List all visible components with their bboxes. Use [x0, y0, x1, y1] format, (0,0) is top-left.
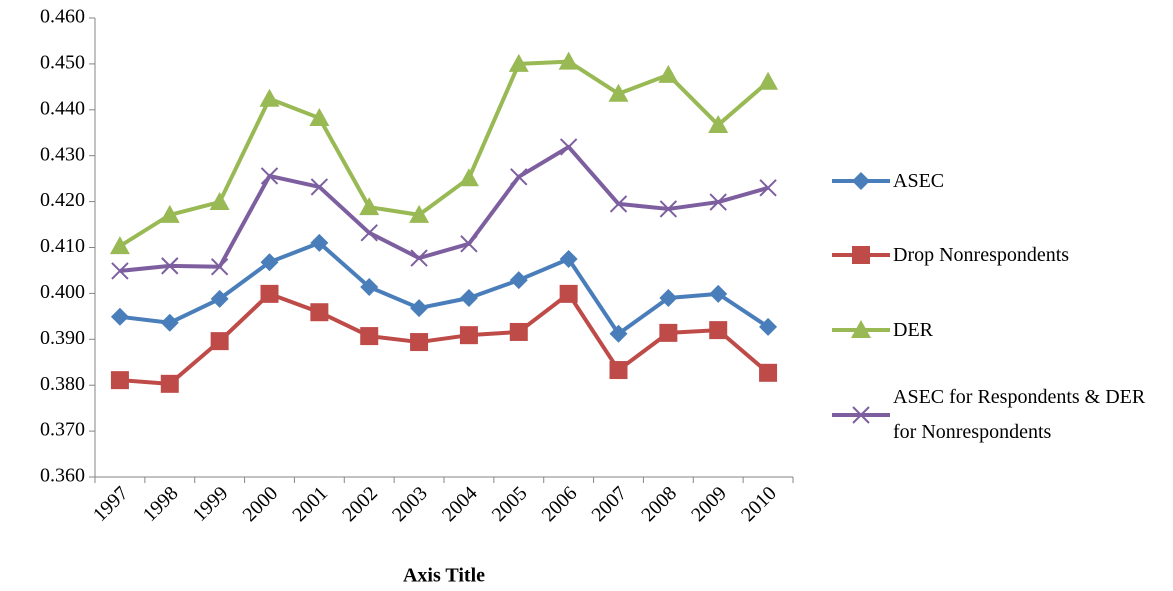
marker	[360, 277, 379, 296]
marker	[558, 51, 579, 70]
marker	[559, 249, 578, 268]
legend-marker	[852, 406, 870, 424]
y-tick-label: 0.390	[40, 327, 85, 349]
legend-marker	[852, 172, 870, 190]
marker	[359, 197, 380, 216]
y-tick-label: 0.400	[40, 281, 85, 303]
marker	[210, 258, 229, 276]
marker	[260, 253, 279, 272]
marker	[110, 307, 129, 326]
marker	[759, 317, 778, 336]
y-tick-label: 0.440	[40, 97, 85, 119]
x-tick-label: 2008	[637, 482, 681, 526]
marker	[309, 108, 330, 127]
marker	[110, 371, 129, 390]
marker	[510, 168, 528, 186]
marker	[160, 374, 179, 393]
marker	[509, 322, 528, 341]
y-tick-label: 0.430	[40, 143, 85, 165]
marker	[759, 363, 778, 382]
legend-label: Drop Nonrespondents	[893, 243, 1070, 266]
marker	[259, 88, 280, 107]
marker	[410, 249, 428, 267]
y-tick-label: 0.370	[40, 419, 85, 441]
series-line	[119, 240, 770, 336]
marker	[759, 179, 777, 197]
x-tick-label: 1997	[89, 482, 133, 526]
x-tick-label: 2003	[388, 482, 432, 526]
marker	[310, 303, 329, 322]
x-tick-label: 2004	[438, 482, 482, 526]
marker	[709, 284, 728, 303]
marker	[210, 332, 229, 351]
y-tick-label: 0.410	[40, 235, 85, 257]
x-tick-label: 2007	[587, 482, 631, 526]
marker	[159, 204, 180, 223]
legend-label: ASEC for Respondents & DER for Nonrespon…	[893, 386, 1146, 443]
marker	[459, 326, 478, 345]
marker	[608, 83, 629, 102]
marker	[410, 333, 429, 352]
legend-entry: Drop Nonrespondents	[893, 243, 1070, 266]
marker	[659, 323, 678, 342]
marker	[310, 178, 329, 196]
marker	[459, 288, 478, 307]
x-tick-label: 2010	[737, 482, 781, 526]
series-line	[118, 59, 770, 248]
x-tick-label: 2002	[338, 482, 382, 526]
marker	[460, 235, 478, 253]
marker	[758, 71, 779, 90]
marker	[160, 313, 179, 332]
marker	[410, 299, 429, 318]
marker	[609, 324, 628, 343]
y-tick-label: 0.420	[40, 189, 85, 211]
x-tick-label: 1999	[189, 482, 233, 526]
x-tick-label: 2009	[687, 482, 731, 526]
marker	[109, 236, 130, 255]
x-tick-label: 2005	[488, 482, 532, 526]
y-tick-label: 0.360	[40, 465, 85, 487]
marker	[659, 288, 678, 307]
legend-marker	[851, 320, 871, 338]
marker	[708, 114, 729, 133]
marker	[458, 168, 479, 187]
marker	[260, 167, 279, 185]
marker	[310, 233, 329, 252]
marker	[360, 327, 379, 346]
y-tick-label: 0.450	[40, 51, 85, 73]
marker	[210, 289, 229, 308]
legend-entry: DER	[893, 318, 933, 341]
y-tick-label: 0.380	[40, 373, 85, 395]
marker	[609, 195, 628, 213]
marker	[559, 284, 578, 303]
marker	[111, 262, 129, 280]
marker	[409, 204, 430, 223]
series-line	[119, 144, 769, 273]
x-tick-label: 2001	[288, 482, 332, 526]
marker	[509, 271, 528, 290]
marker	[709, 193, 727, 211]
legend-label: ASEC	[893, 169, 945, 192]
marker	[609, 361, 628, 380]
marker	[161, 257, 179, 275]
y-tick-label: 0.460	[40, 6, 85, 28]
legend-entry: ASEC	[893, 169, 945, 192]
marker	[559, 138, 578, 156]
x-tick-label: 2000	[238, 482, 282, 526]
x-axis-title: Axis Title	[403, 565, 485, 587]
legend-marker	[852, 246, 870, 264]
marker	[659, 200, 678, 218]
marker	[658, 64, 679, 83]
x-tick-label: 1998	[139, 482, 183, 526]
legend-label: DER	[893, 318, 933, 341]
marker	[209, 192, 230, 211]
marker	[260, 284, 279, 303]
marker	[508, 53, 529, 72]
legend-entry: ASEC for Respondents & DER for Nonrespon…	[893, 386, 1146, 443]
marker	[709, 321, 728, 340]
marker	[360, 224, 378, 242]
x-tick-label: 2006	[538, 482, 582, 526]
